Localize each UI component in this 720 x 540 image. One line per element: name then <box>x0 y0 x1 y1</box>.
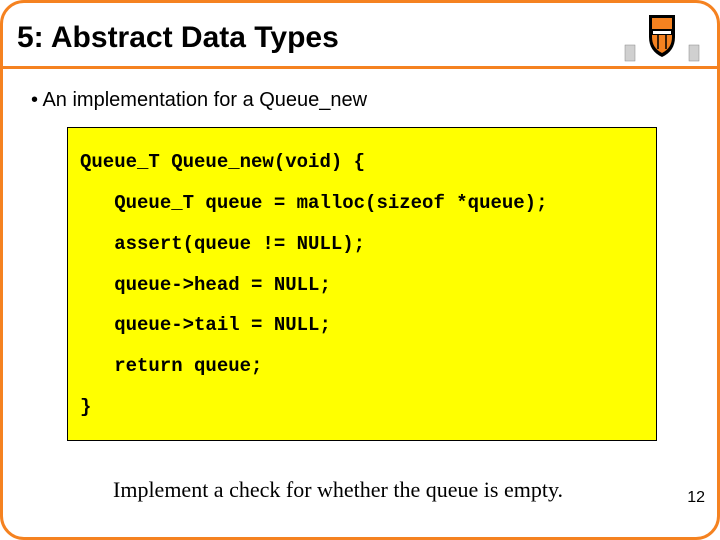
footnote-text: Implement a check for whether the queue … <box>113 477 563 503</box>
slide-frame: 5: Abstract Data Types An implementation… <box>0 0 720 540</box>
page-title: 5: Abstract Data Types <box>17 21 339 55</box>
princeton-shield-icon <box>623 9 701 63</box>
bullet-text: An implementation for a Queue_new <box>31 89 367 112</box>
page-number: 12 <box>687 489 705 507</box>
code-block: Queue_T Queue_new(void) { Queue_T queue … <box>67 127 657 441</box>
title-underline <box>3 66 717 69</box>
